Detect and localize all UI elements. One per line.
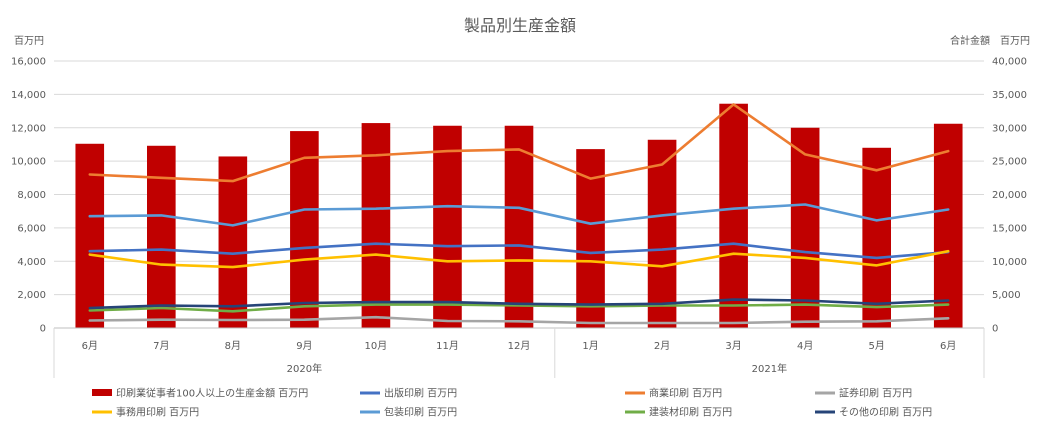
right-tick-label: 35,000 [992, 90, 1027, 101]
left-tick-label: 10,000 [11, 157, 46, 168]
right-tick-label: 0 [992, 324, 998, 335]
bar [790, 127, 820, 328]
category-label: 11月 [436, 340, 459, 352]
left-tick-label: 12,000 [11, 123, 46, 134]
legend-label: 事務用印刷 百万円 [116, 406, 199, 419]
left-tick-label: 2,000 [17, 290, 46, 301]
right-tick-label: 40,000 [992, 57, 1027, 68]
left-tick-label: 16,000 [11, 57, 46, 68]
legend-label: 包装印刷 百万円 [384, 406, 457, 419]
group-label: 2021年 [752, 362, 787, 375]
legend-label: 印刷業従事者100人以上の生産金額 百万円 [116, 387, 308, 400]
bar [75, 143, 105, 328]
series-line [88, 103, 950, 183]
bar [504, 125, 534, 328]
category-label: 6月 [940, 340, 956, 352]
category-label: 5月 [869, 340, 885, 352]
bar [361, 123, 391, 328]
left-axis-unit: 百万円 [14, 35, 44, 47]
group-label: 2020年 [287, 362, 322, 375]
bar [147, 145, 176, 328]
bar [218, 156, 248, 328]
legend-label: 建装材印刷 百万円 [649, 406, 732, 419]
legend-label: 商業印刷 百万円 [649, 387, 722, 400]
left-tick-label: 14,000 [11, 90, 46, 101]
category-label: 8月 [225, 340, 241, 352]
bar [290, 131, 319, 328]
series-line [88, 315, 950, 325]
line-series [88, 103, 950, 325]
left-tick-label: 6,000 [17, 223, 46, 234]
bar [433, 125, 462, 328]
axes: 0 2,000 4,000 6,000 8,000 10,000 12,000 14,000 1… [11, 57, 1027, 378]
right-tick-label: 15,000 [992, 223, 1027, 234]
category-label: 9月 [296, 340, 312, 352]
left-tick-label: 0 [40, 324, 46, 335]
left-tick-label: 4,000 [17, 257, 46, 268]
series-line [88, 203, 950, 227]
series-line [88, 242, 950, 260]
legend-label: その他の印刷 百万円 [839, 406, 932, 419]
right-tick-label: 25,000 [992, 157, 1027, 168]
category-label: 1月 [582, 340, 598, 352]
right-axis-unit: 合計金額 百万円 [950, 34, 1030, 47]
left-tick-label: 8,000 [17, 190, 46, 201]
category-label: 4月 [797, 340, 813, 352]
chart-title: 製品別生産金額 [464, 16, 576, 35]
right-tick-label: 10,000 [992, 257, 1027, 268]
category-label: 3月 [725, 340, 741, 352]
bar [647, 139, 677, 328]
right-tick-label: 20,000 [992, 190, 1027, 201]
category-label: 6月 [82, 340, 98, 352]
legend: 印刷業従事者100人以上の生産金額 百万円 出版印刷 百万円 商業印刷 百万円 証券印… [92, 387, 932, 419]
bar [933, 123, 963, 329]
category-label: 10月 [365, 340, 388, 352]
right-tick-label: 5,000 [992, 290, 1021, 301]
category-label: 7月 [153, 340, 169, 352]
bar [719, 103, 748, 328]
series-line [88, 249, 950, 269]
legend-label: 出版印刷 百万円 [384, 387, 457, 400]
series-line [88, 303, 950, 313]
right-tick-label: 30,000 [992, 123, 1027, 134]
bar [862, 147, 891, 328]
series-line [88, 298, 950, 310]
category-label: 2月 [654, 340, 670, 352]
legend-swatch [92, 389, 112, 396]
legend-label: 証券印刷 百万円 [839, 387, 912, 400]
category-label: 12月 [508, 340, 531, 352]
